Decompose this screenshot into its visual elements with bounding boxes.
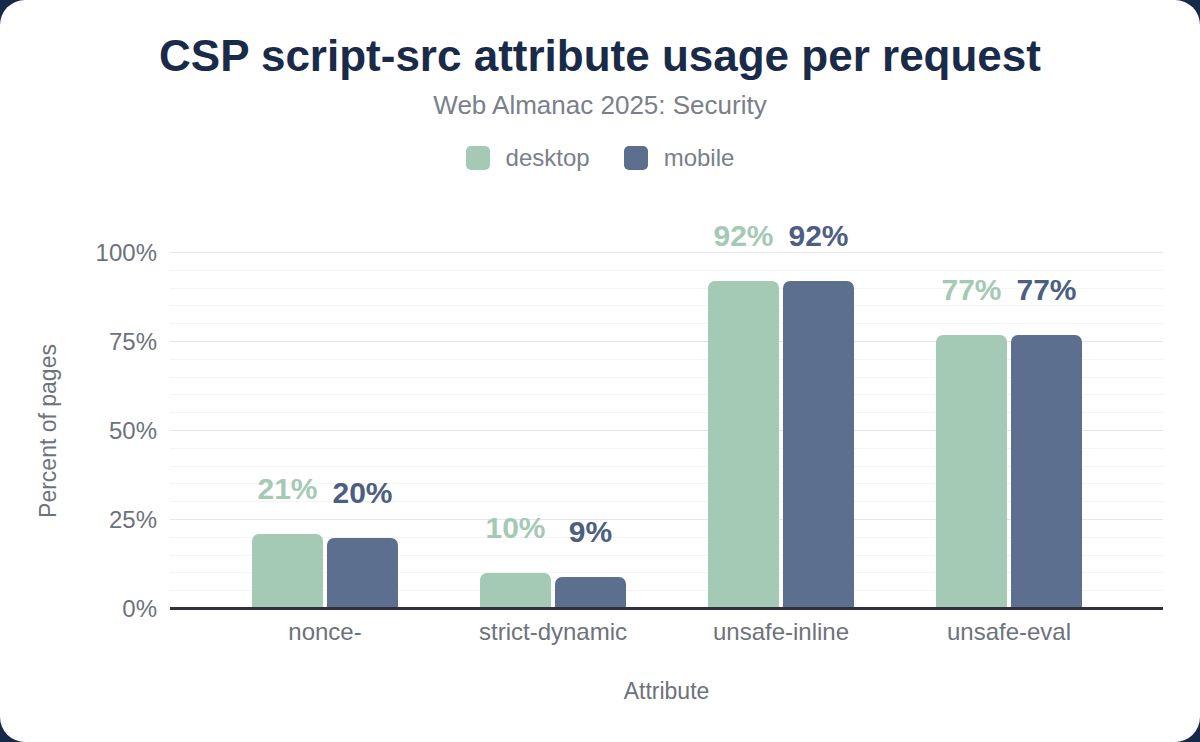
y-tick-label: 75% <box>67 327 157 357</box>
x-axis-title: Attribute <box>170 676 1163 706</box>
mobile-bar <box>1011 335 1082 609</box>
mobile-value-label: 92% <box>788 221 848 251</box>
desktop-value-label: 21% <box>257 474 317 504</box>
x-category-label: unsafe-inline <box>713 617 849 647</box>
desktop-value-label: 77% <box>941 275 1001 305</box>
x-category-label: strict-dynamic <box>479 617 627 647</box>
mobile-bar <box>783 281 854 609</box>
desktop-value-label: 10% <box>485 513 545 543</box>
mobile-bar <box>327 538 398 609</box>
x-axis-line <box>170 607 1163 610</box>
chart-subtitle: Web Almanac 2025: Security <box>0 90 1200 120</box>
legend-label-desktop: desktop <box>506 143 590 173</box>
y-tick-label: 0% <box>67 594 157 624</box>
legend: desktop mobile <box>0 143 1200 173</box>
y-tick-label: 100% <box>67 238 157 268</box>
minor-gridline <box>170 323 1163 324</box>
desktop-bar <box>480 573 551 609</box>
plot-area: 0%25%50%75%100%21%20%nonce-10%9%strict-d… <box>170 253 1163 609</box>
desktop-swatch-icon <box>466 146 490 170</box>
legend-item-desktop: desktop <box>466 143 590 173</box>
minor-gridline <box>170 305 1163 306</box>
mobile-swatch-icon <box>624 146 648 170</box>
x-category-label: nonce- <box>288 617 361 647</box>
minor-gridline <box>170 288 1163 289</box>
desktop-bar <box>708 281 779 609</box>
mobile-value-label: 77% <box>1016 275 1076 305</box>
mobile-value-label: 9% <box>569 517 612 547</box>
chart-card: CSP script-src attribute usage per reque… <box>0 0 1200 742</box>
legend-label-mobile: mobile <box>664 143 735 173</box>
legend-item-mobile: mobile <box>624 143 735 173</box>
y-axis-title: Percent of pages <box>35 344 62 518</box>
desktop-value-label: 92% <box>713 221 773 251</box>
mobile-bar <box>555 577 626 609</box>
x-category-label: unsafe-eval <box>947 617 1071 647</box>
y-tick-label: 50% <box>67 416 157 446</box>
minor-gridline <box>170 270 1163 271</box>
desktop-bar <box>252 534 323 609</box>
mobile-value-label: 20% <box>332 478 392 508</box>
y-tick-label: 25% <box>67 505 157 535</box>
major-gridline <box>170 252 1163 253</box>
chart-title: CSP script-src attribute usage per reque… <box>0 31 1200 81</box>
desktop-bar <box>936 335 1007 609</box>
